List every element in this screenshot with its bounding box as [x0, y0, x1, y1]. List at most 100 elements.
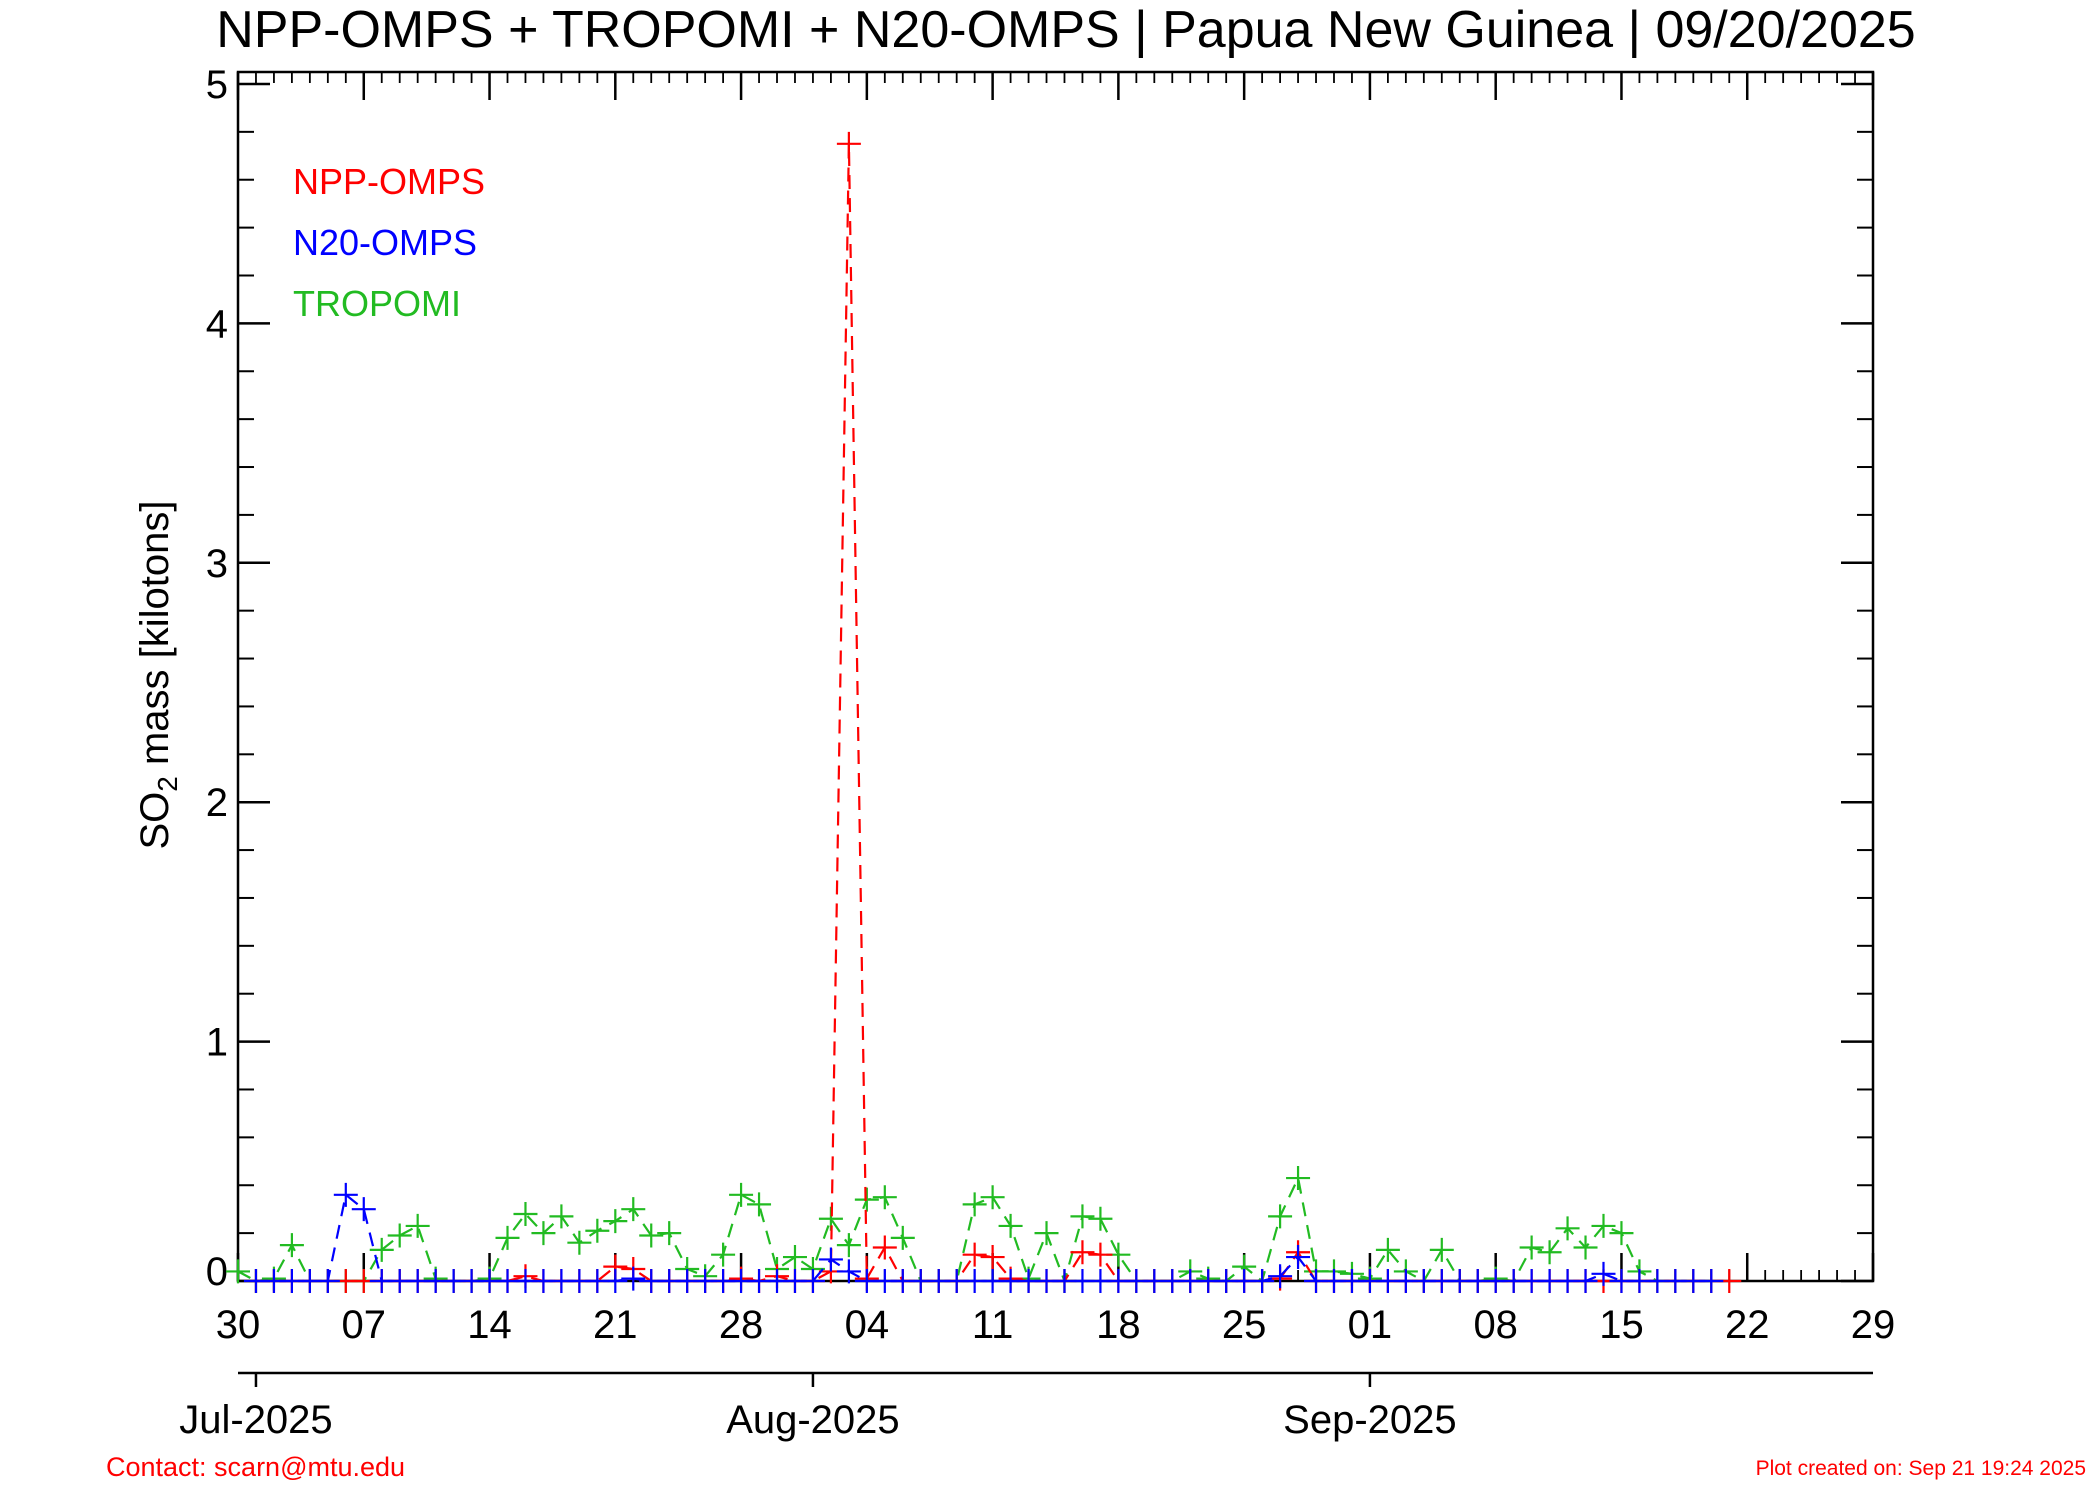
y-tick-label: 1	[206, 1021, 228, 1065]
data-point-tropomi	[387, 1223, 412, 1248]
x-tick-label: 25	[1222, 1303, 1267, 1347]
data-point-tropomi	[279, 1233, 304, 1258]
data-point-tropomi	[962, 1192, 987, 1217]
data-point-tropomi	[1286, 1166, 1311, 1191]
data-point-tropomi	[836, 1233, 861, 1258]
data-point-tropomi	[657, 1221, 682, 1246]
y-tick-label: 5	[206, 63, 228, 107]
data-point-n20-omps	[1573, 1269, 1598, 1293]
data-point-n20-omps	[1286, 1245, 1311, 1270]
x-tick-label: 21	[593, 1303, 638, 1347]
chart-title: NPP-OMPS + TROPOMI + N20-OMPS | Papua Ne…	[216, 1, 1915, 59]
y-axis-label-main: SO	[133, 792, 177, 850]
x-tick-label: 30	[216, 1303, 261, 1347]
data-point-tropomi	[729, 1182, 754, 1207]
x-tick-label: 08	[1473, 1303, 1518, 1347]
series-npp-omps	[243, 131, 1742, 1293]
data-point-tropomi	[369, 1237, 394, 1262]
data-point-npp-omps	[1088, 1242, 1113, 1267]
x-tick-label: 01	[1348, 1303, 1393, 1347]
series-n20-omps	[243, 1182, 1724, 1293]
data-point-tropomi	[567, 1230, 592, 1255]
month-label: Aug-2025	[726, 1398, 899, 1442]
data-point-tropomi	[1519, 1235, 1544, 1260]
data-point-tropomi	[782, 1245, 807, 1270]
x-tick-label: 07	[342, 1303, 387, 1347]
data-point-tropomi	[495, 1225, 520, 1250]
legend: NPP-OMPS N20-OMPS TROPOMI	[293, 161, 485, 324]
data-point-tropomi	[872, 1185, 897, 1210]
series-line-n20-omps	[256, 1192, 1712, 1283]
data-point-n20-omps	[351, 1197, 376, 1222]
y-axis-label-subscript: 2	[152, 776, 183, 792]
plot-axes	[236, 70, 1875, 1375]
legend-item-n20-omps: N20-OMPS	[293, 222, 477, 263]
data-point-tropomi	[854, 1187, 879, 1212]
y-tick-label: 0	[206, 1250, 228, 1294]
data-point-tropomi	[1591, 1213, 1616, 1238]
contact-text: Contact: scarn@mtu.edu	[106, 1452, 405, 1482]
data-point-n20-omps	[836, 1259, 861, 1284]
data-point-tropomi	[639, 1223, 664, 1248]
legend-item-tropomi: TROPOMI	[293, 283, 461, 324]
data-point-n20-omps	[1699, 1269, 1724, 1293]
data-point-n20-omps	[621, 1266, 646, 1291]
data-point-npp-omps	[962, 1242, 987, 1267]
y-tick-label: 4	[206, 302, 228, 346]
y-axis-label: SO2 mass [kilotons]	[133, 500, 183, 849]
data-point-tropomi	[603, 1209, 628, 1234]
legend-item-npp-omps: NPP-OMPS	[293, 161, 485, 202]
data-point-n20-omps	[315, 1269, 340, 1293]
data-point-n20-omps	[1268, 1264, 1293, 1289]
x-tick-label: 14	[467, 1303, 512, 1347]
data-point-tropomi	[513, 1201, 538, 1226]
x-tick-label: 28	[719, 1303, 764, 1347]
y-tick-label: 3	[206, 542, 228, 586]
plot-frame	[236, 70, 1875, 1283]
data-point-tropomi	[531, 1221, 556, 1246]
x-tick-label: 15	[1599, 1303, 1644, 1347]
data-point-n20-omps	[818, 1247, 843, 1272]
data-point-npp-omps	[836, 131, 861, 156]
data-point-tropomi	[621, 1197, 646, 1222]
data-point-tropomi	[585, 1218, 610, 1243]
month-label: Sep-2025	[1283, 1398, 1456, 1442]
data-point-tropomi	[998, 1213, 1023, 1238]
x-tick-label: 11	[972, 1303, 1014, 1347]
month-label: Jul-2025	[179, 1398, 332, 1442]
data-series	[226, 131, 1742, 1293]
data-point-tropomi	[1088, 1206, 1113, 1231]
data-point-tropomi	[1573, 1235, 1598, 1260]
x-tick-label: 29	[1851, 1303, 1896, 1347]
series-line-npp-omps	[256, 143, 1730, 1283]
data-point-npp-omps	[872, 1235, 897, 1260]
data-point-tropomi	[1375, 1237, 1400, 1262]
x-tick-label: 18	[1096, 1303, 1141, 1347]
data-point-tropomi	[226, 1259, 250, 1284]
data-point-tropomi	[747, 1192, 772, 1217]
data-point-tropomi	[1070, 1204, 1095, 1229]
data-point-tropomi	[1429, 1237, 1454, 1262]
data-point-tropomi	[980, 1185, 1005, 1210]
plot-created-text: Plot created on: Sep 21 19:24 2025	[1756, 1457, 2086, 1480]
x-tick-label: 04	[845, 1303, 890, 1347]
data-point-n20-omps	[603, 1269, 628, 1293]
data-point-tropomi	[405, 1213, 430, 1238]
data-point-tropomi	[1034, 1221, 1059, 1246]
data-point-tropomi	[1268, 1204, 1293, 1229]
data-point-tropomi	[711, 1242, 736, 1267]
x-tick-label: 22	[1725, 1303, 1770, 1347]
data-point-n20-omps	[800, 1269, 825, 1293]
y-tick-label: 2	[206, 781, 228, 825]
data-point-n20-omps	[333, 1182, 358, 1207]
data-point-npp-omps	[980, 1245, 1005, 1270]
data-point-tropomi	[1537, 1240, 1562, 1265]
y-axis-label-rest: mass [kilotons]	[133, 500, 177, 776]
data-point-n20-omps	[1591, 1261, 1616, 1286]
data-point-n20-omps	[1250, 1269, 1275, 1293]
data-point-npp-omps	[1070, 1240, 1095, 1265]
data-point-tropomi	[549, 1204, 574, 1229]
data-point-tropomi	[1609, 1221, 1634, 1246]
